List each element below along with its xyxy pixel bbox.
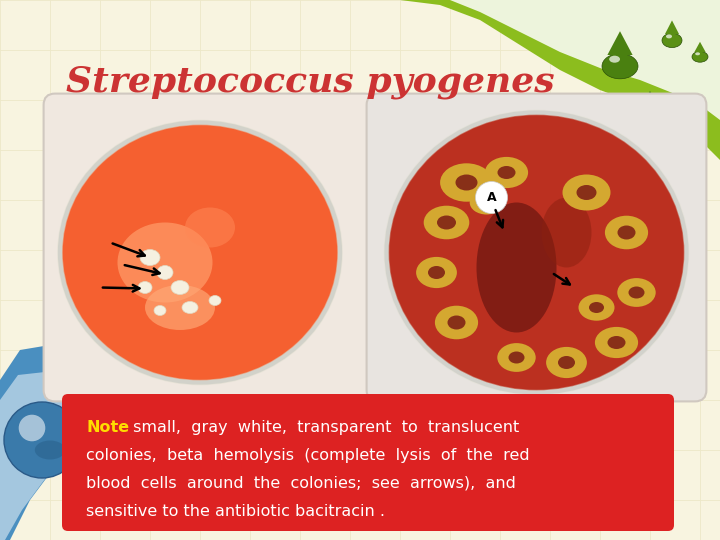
Ellipse shape (154, 306, 166, 315)
Ellipse shape (138, 281, 152, 294)
Ellipse shape (605, 215, 648, 249)
Ellipse shape (456, 174, 477, 191)
Ellipse shape (642, 110, 650, 116)
Ellipse shape (182, 301, 198, 314)
Ellipse shape (508, 352, 524, 363)
Polygon shape (694, 42, 706, 52)
Ellipse shape (617, 278, 656, 307)
Text: Note: Note (86, 420, 129, 435)
Polygon shape (450, 0, 720, 120)
Ellipse shape (618, 226, 636, 240)
Ellipse shape (562, 174, 611, 211)
Ellipse shape (546, 347, 587, 378)
Polygon shape (608, 31, 633, 55)
Ellipse shape (589, 302, 604, 313)
Ellipse shape (595, 327, 638, 358)
Ellipse shape (662, 33, 682, 48)
Text: A: A (487, 191, 496, 204)
Ellipse shape (423, 206, 469, 239)
Ellipse shape (609, 56, 620, 63)
Ellipse shape (485, 157, 528, 188)
Ellipse shape (558, 356, 575, 369)
Text: colonies,  beta  hemolysis  (complete  lysis  of  the  red: colonies, beta hemolysis (complete lysis… (86, 448, 530, 463)
Ellipse shape (428, 266, 445, 279)
Text: Streptococcus pyogenes: Streptococcus pyogenes (66, 65, 554, 99)
Ellipse shape (541, 198, 592, 267)
Ellipse shape (437, 215, 456, 230)
Ellipse shape (602, 53, 638, 79)
Ellipse shape (498, 166, 516, 179)
FancyBboxPatch shape (62, 394, 674, 531)
Text: sensitive to the antibiotic bacitracin .: sensitive to the antibiotic bacitracin . (86, 504, 385, 519)
Polygon shape (400, 0, 720, 160)
Circle shape (475, 181, 508, 213)
Circle shape (4, 402, 80, 478)
Ellipse shape (416, 257, 457, 288)
Ellipse shape (185, 207, 235, 247)
Ellipse shape (35, 441, 66, 460)
Ellipse shape (387, 112, 686, 393)
FancyBboxPatch shape (366, 93, 706, 401)
Ellipse shape (577, 185, 596, 200)
Ellipse shape (692, 51, 708, 62)
Text: blood  cells  around  the  colonies;  see  arrows),  and: blood cells around the colonies; see arr… (86, 476, 516, 491)
Ellipse shape (480, 198, 493, 207)
Ellipse shape (448, 315, 466, 329)
Ellipse shape (477, 202, 557, 333)
Ellipse shape (440, 163, 493, 202)
Ellipse shape (608, 336, 626, 349)
Ellipse shape (629, 287, 644, 299)
FancyBboxPatch shape (44, 93, 377, 401)
Ellipse shape (171, 280, 189, 294)
Polygon shape (640, 91, 660, 110)
Ellipse shape (578, 294, 614, 321)
Polygon shape (0, 372, 85, 540)
Ellipse shape (145, 285, 215, 330)
Ellipse shape (117, 222, 212, 302)
Ellipse shape (209, 295, 221, 306)
Polygon shape (665, 21, 679, 34)
Ellipse shape (60, 123, 340, 382)
Ellipse shape (696, 52, 700, 55)
Circle shape (19, 415, 45, 441)
Text: small,  gray  white,  transparent  to  translucent: small, gray white, transparent to transl… (128, 420, 519, 435)
Ellipse shape (157, 266, 173, 280)
Ellipse shape (140, 249, 160, 266)
Ellipse shape (435, 306, 478, 339)
Ellipse shape (498, 343, 536, 372)
Polygon shape (0, 345, 100, 540)
Ellipse shape (666, 35, 672, 38)
Ellipse shape (469, 191, 503, 214)
Ellipse shape (636, 109, 664, 128)
